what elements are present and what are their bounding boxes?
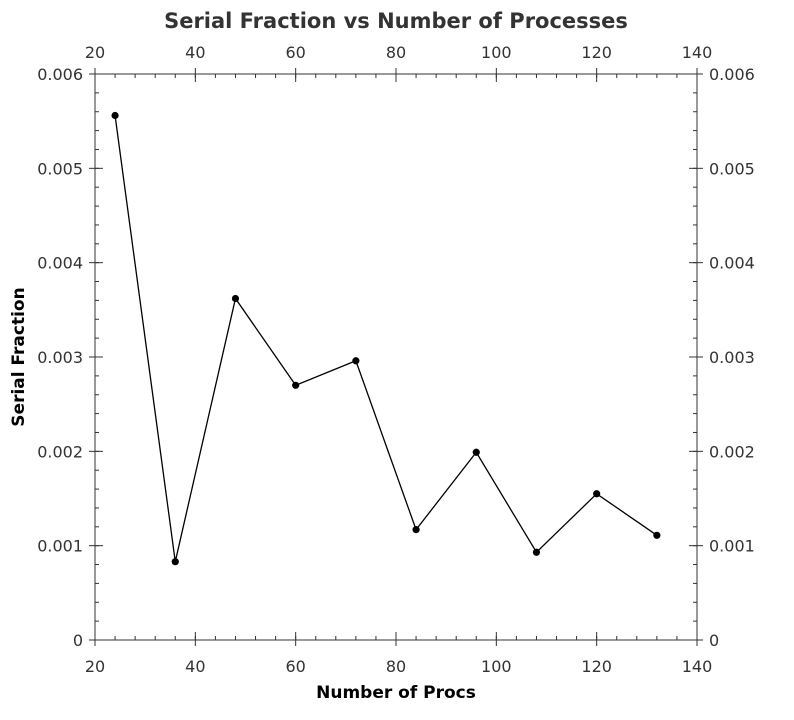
y-tick-label-right: 0.005	[709, 159, 755, 178]
axis-ticks	[89, 68, 703, 646]
data-point	[412, 526, 420, 534]
x-tick-label-top: 60	[285, 43, 305, 62]
data-point	[532, 548, 541, 556]
y-tick-label-left: 0.003	[37, 348, 83, 367]
data-point	[472, 448, 480, 456]
y-tick-label-right: 0.006	[709, 65, 755, 84]
y-tick-label-right: 0.001	[709, 537, 755, 556]
x-tick-label-top: 100	[481, 43, 512, 62]
x-tick-label-top: 80	[386, 43, 406, 62]
data-point	[171, 558, 179, 566]
data-point	[231, 294, 240, 303]
y-tick-label-right: 0.003	[709, 348, 755, 367]
x-tick-label-bottom: 20	[85, 657, 105, 676]
y-tick-label-right: 0	[709, 631, 719, 650]
x-tick-label-bottom: 60	[285, 657, 305, 676]
data-point	[352, 357, 360, 365]
x-tick-label-top: 40	[185, 43, 205, 62]
y-tick-label-left: 0.006	[37, 65, 83, 84]
data-point	[111, 111, 119, 120]
x-tick-label-bottom: 100	[481, 657, 512, 676]
x-tick-label-bottom: 140	[682, 657, 713, 676]
y-tick-label-left: 0	[73, 631, 83, 650]
axis-tick-labels: 20 20 40 40 60 60 80 80 100 100 120 120 140 140 0 0 0.00…	[37, 43, 755, 676]
y-tick-label-left: 0.005	[37, 159, 83, 178]
y-tick-label-left: 0.001	[37, 537, 83, 556]
x-tick-label-top: 20	[85, 43, 105, 62]
chart-title: Serial Fraction vs Number of Processes	[164, 9, 628, 33]
y-tick-label-left: 0.004	[37, 254, 83, 273]
y-tick-label-right: 0.002	[709, 442, 755, 461]
data-point	[593, 490, 601, 498]
x-tick-label-top: 140	[682, 43, 713, 62]
series-layer	[111, 111, 661, 566]
plot-frame	[94, 73, 698, 641]
x-tick-label-bottom: 80	[386, 657, 406, 676]
y-tick-label-left: 0.002	[37, 442, 83, 461]
x-tick-label-bottom: 40	[185, 657, 205, 676]
data-point	[292, 381, 300, 389]
x-axis-label: Number of Procs	[316, 683, 476, 703]
series-line	[114, 115, 658, 562]
y-tick-label-right: 0.004	[709, 254, 755, 273]
data-point	[653, 531, 661, 539]
x-tick-label-bottom: 120	[581, 657, 612, 676]
y-axis-label: Serial Fraction	[9, 287, 29, 426]
x-tick-label-top: 120	[581, 43, 612, 62]
